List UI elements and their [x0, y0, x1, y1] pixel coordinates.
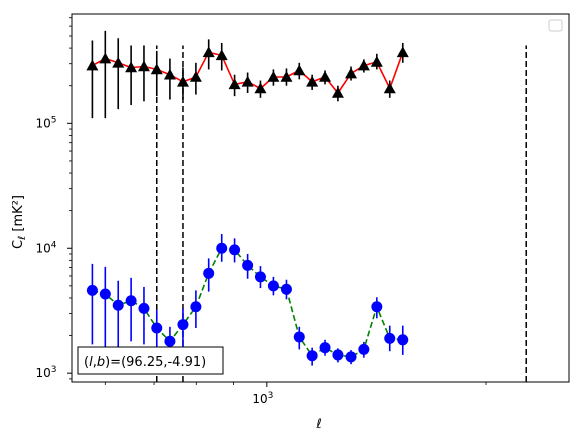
data-point-triangle [150, 63, 163, 75]
data-point-circle [151, 322, 163, 334]
y-tick-label: 105 [35, 115, 56, 130]
data-point-circle [164, 335, 176, 347]
x-axis-label: ℓ [315, 417, 321, 432]
data-point-circle [190, 301, 202, 313]
y-axis-label: Cℓ [mK²] [11, 195, 28, 249]
series-circle [86, 234, 409, 366]
data-point-triangle [293, 64, 306, 76]
data-point-triangle [99, 52, 112, 64]
data-point-triangle [383, 82, 396, 94]
data-point-triangle [345, 67, 358, 79]
y-tick-label: 103 [35, 365, 56, 380]
data-point-circle [86, 284, 98, 296]
annotation-text: (l,b)=(96.25,-4.91) [84, 355, 206, 370]
data-point-triangle [319, 70, 332, 82]
data-point-triangle [215, 49, 228, 61]
data-point-circle [280, 283, 292, 295]
data-point-triangle [86, 59, 99, 71]
data-point-circle [216, 242, 228, 254]
annotation-box: (l,b)=(96.25,-4.91) [77, 346, 224, 375]
data-point-triangle [163, 68, 176, 80]
data-point-circle [306, 350, 318, 362]
data-point-triangle [137, 60, 150, 72]
data-point-circle [229, 244, 241, 256]
data-point-triangle [254, 82, 267, 94]
data-point-circle [345, 351, 357, 363]
data-point-circle [203, 267, 215, 279]
data-point-triangle [357, 59, 370, 71]
data-point-circle [397, 334, 409, 346]
data-point-triangle [267, 70, 280, 82]
data-point-circle [177, 319, 189, 331]
x-tick-label: 103 [252, 391, 273, 406]
data-point-circle [319, 342, 331, 354]
data-point-circle [371, 301, 383, 313]
data-point-triangle [228, 78, 241, 90]
data-point-triangle [189, 70, 202, 82]
data-point-circle [293, 331, 305, 343]
legend-box [548, 19, 563, 32]
data-point-circle [112, 299, 124, 311]
data-point-triangle [202, 46, 215, 58]
data-point-triangle [125, 61, 138, 73]
data-point-triangle [280, 70, 293, 82]
data-point-triangle [370, 55, 383, 67]
axes-frame [71, 13, 570, 383]
data-point-circle [125, 295, 137, 307]
data-point-triangle [306, 75, 319, 87]
data-point-triangle [396, 46, 409, 58]
data-point-circle [99, 288, 111, 300]
data-point-circle [254, 271, 266, 283]
plot-area [86, 30, 527, 382]
data-point-triangle [331, 86, 344, 98]
y-tick-label: 104 [35, 240, 56, 255]
data-point-circle [267, 280, 279, 292]
data-point-circle [332, 349, 344, 361]
data-point-circle [242, 259, 254, 271]
data-point-circle [138, 302, 150, 314]
data-point-triangle [176, 75, 189, 87]
data-point-circle [384, 332, 396, 344]
data-point-triangle [112, 56, 125, 68]
data-point-circle [358, 343, 370, 355]
series-triangle [86, 30, 409, 119]
data-point-triangle [241, 75, 254, 87]
